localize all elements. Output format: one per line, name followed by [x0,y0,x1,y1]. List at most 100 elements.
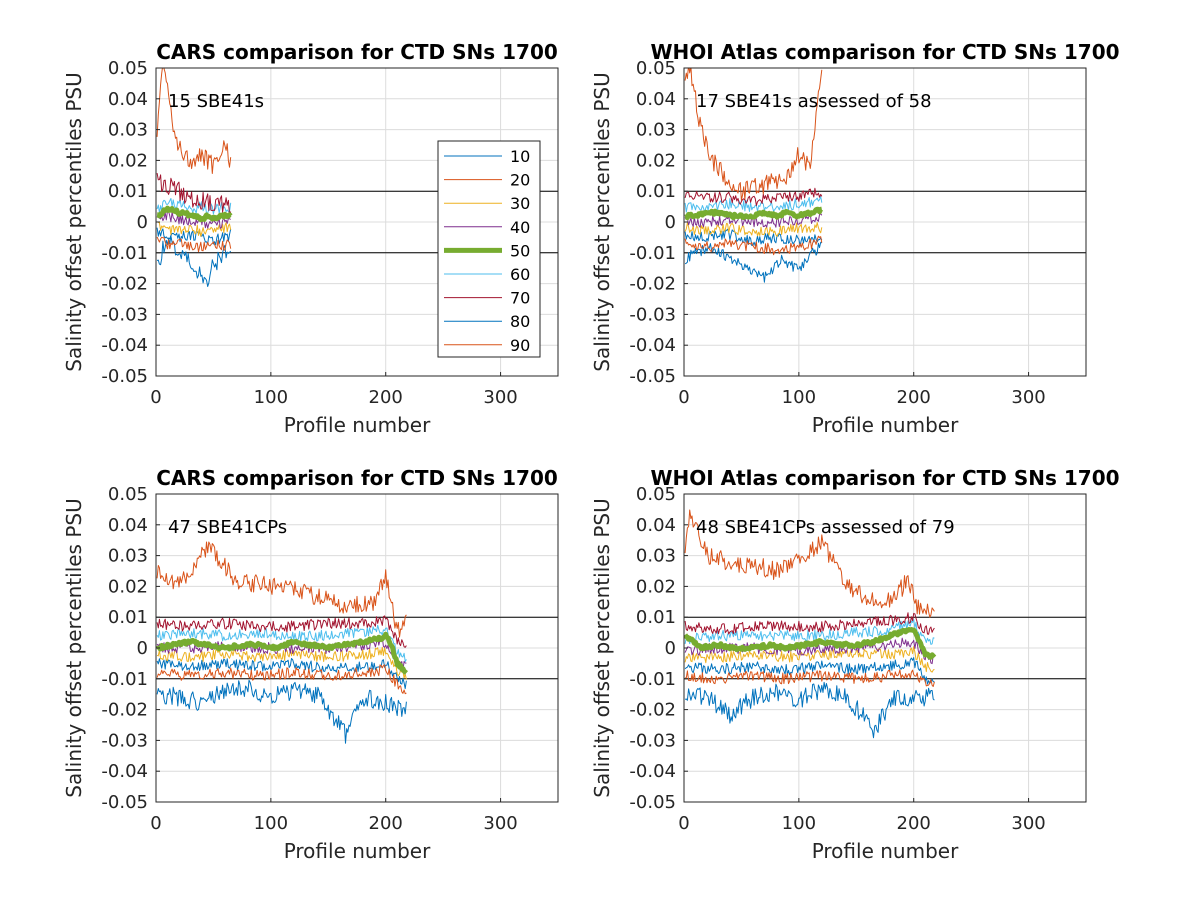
series-line-60 [684,619,935,645]
annotation: 47 SBE41CPs [168,517,287,538]
series-line-90 [156,236,232,253]
y-tick-label: 0 [665,638,676,659]
annotation: 17 SBE41s assessed of 58 [696,91,932,112]
series-line-10 [156,658,407,690]
y-tick-label: 0.02 [108,576,148,597]
y-tick-label: -0.05 [101,792,148,813]
series-group [684,68,824,283]
x-tick-label: 0 [150,387,161,408]
y-tick-label: 0.04 [636,89,676,110]
series-line-40 [684,213,823,228]
y-tick-label: 0.05 [108,484,148,505]
y-tick-label: 0 [137,638,148,659]
series-line-10 [684,657,935,685]
subplot-1: 0 100 200 300 0.05 0.04 0.03 0.02 0.01 0 -0.01 -0.0… [62,40,559,437]
series-line-30 [156,646,407,680]
series-line-70 [684,612,935,635]
chart-title: CARS comparison for CTD SNs 1700 [156,466,558,490]
y-tick-label: -0.03 [629,730,676,751]
series-line-50 [684,206,824,221]
series-line-20 [156,541,407,638]
chart-title: WHOI Atlas comparison for CTD SNs 1700 [650,466,1119,490]
series-line-60 [156,624,407,663]
y-tick-label: 0.03 [108,546,148,567]
y-tick-label: -0.02 [101,274,148,295]
series-line-10 [156,227,232,246]
y-tick-label: 0.02 [636,576,676,597]
y-tick-label: 0.01 [108,607,148,628]
y-tick-label: -0.02 [101,700,148,721]
y-tick-label: 0.05 [108,58,148,79]
x-tick-label: 200 [897,813,931,834]
y-tick-label: -0.03 [101,304,148,325]
y-tick-label: 0.01 [636,181,676,202]
y-tick-label: -0.02 [629,274,676,295]
x-axis-label: Profile number [812,413,959,437]
series-line-50 [684,627,937,660]
x-tick-label: 0 [678,813,689,834]
legend-label-50: 50 [510,241,530,260]
y-tick-label: 0.03 [108,120,148,141]
y-axis-label: Salinity offset percentiles PSU [62,498,86,797]
y-tick-label: -0.03 [101,730,148,751]
y-axis-label: Salinity offset percentiles PSU [590,498,614,797]
series-line-50 [156,205,233,223]
legend-label-80: 80 [510,312,530,331]
x-tick-label: 0 [150,813,161,834]
x-tick-label: 100 [254,813,288,834]
legend-label-70: 70 [510,289,530,308]
y-tick-label: -0.04 [101,761,148,782]
y-tick-label: 0 [137,212,148,233]
y-axis-label: Salinity offset percentiles PSU [590,72,614,371]
x-axis-label: Profile number [812,839,959,863]
series-line-60 [156,198,232,215]
x-tick-label: 300 [483,813,517,834]
y-tick-label: -0.02 [629,700,676,721]
y-tick-label: 0.05 [636,484,676,505]
legend: 10 20 30 40 50 60 70 80 90 [437,140,541,358]
x-tick-label: 300 [1011,387,1045,408]
x-axis-label: Profile number [284,839,431,863]
y-tick-label: -0.05 [629,366,676,387]
series-group [156,68,233,287]
y-tick-label: 0.05 [636,58,676,79]
subplot-3: 0 100 200 300 0.05 0.04 0.03 0.02 0.01 0 -0.01 -0.0… [62,466,559,863]
series-line-10 [684,228,823,247]
series-line-30 [156,221,232,237]
series-line-20 [684,509,935,618]
series-line-40 [684,637,935,665]
series-line-80 [156,679,407,744]
series-line-30 [684,222,823,237]
y-tick-label: -0.01 [101,669,148,690]
x-tick-label: 100 [254,387,288,408]
series-line-20 [684,68,823,201]
y-tick-label: -0.04 [629,761,676,782]
legend-label-40: 40 [510,218,530,237]
annotation: 48 SBE41CPs assessed of 79 [696,517,955,538]
y-tick-label: 0.03 [636,120,676,141]
series-line-70 [156,173,232,215]
y-tick-label: 0 [665,212,676,233]
series-line-70 [156,615,407,648]
y-tick-label: 0.03 [636,546,676,567]
legend-label-30: 30 [510,194,530,213]
series-line-80 [156,235,232,287]
y-tick-label: 0.04 [108,515,148,536]
annotation: 15 SBE41s [168,91,264,112]
series-group [156,541,409,744]
legend-label-90: 90 [510,336,530,355]
y-tick-label: -0.01 [629,669,676,690]
series-line-20 [156,68,232,174]
y-tick-label: -0.04 [629,335,676,356]
x-tick-label: 100 [782,813,816,834]
y-tick-label: -0.03 [629,304,676,325]
legend-label-60: 60 [510,265,530,284]
series-line-90 [156,664,407,695]
y-tick-label: -0.05 [101,366,148,387]
subplot-4: 0 100 200 300 0.05 0.04 0.03 0.02 0.01 0 -0.01 -0.0… [590,466,1120,863]
y-tick-label: -0.04 [101,335,148,356]
series-line-90 [684,235,823,256]
x-tick-label: 300 [483,387,517,408]
series-group [684,509,937,739]
